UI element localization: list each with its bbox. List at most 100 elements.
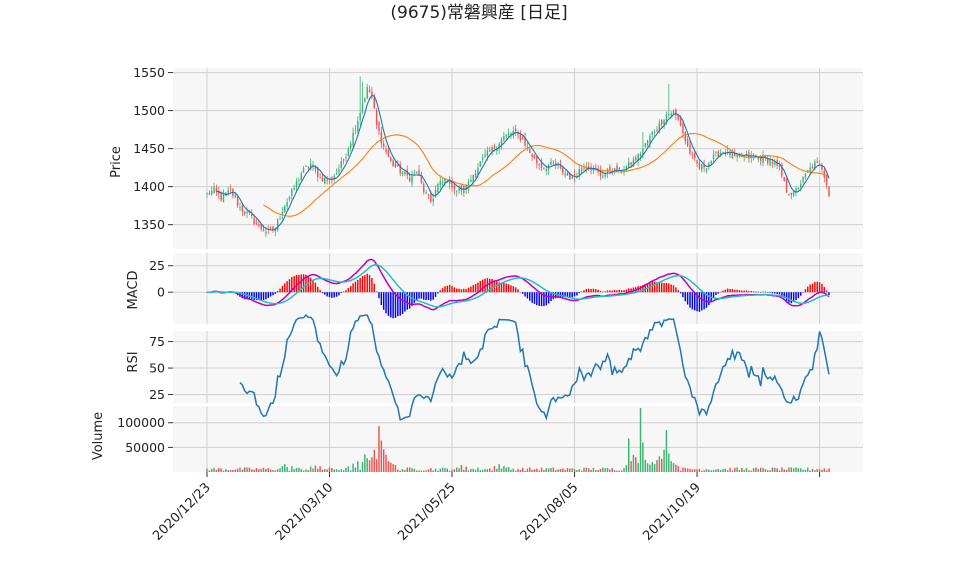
volume-bar — [491, 470, 493, 472]
candle-body — [771, 162, 774, 164]
volume-bar — [463, 469, 465, 472]
macd-histogram-bar — [679, 292, 682, 294]
volume-bar — [380, 440, 383, 472]
candle-body — [453, 185, 456, 190]
macd-histogram-bar — [696, 292, 698, 312]
candle-body — [458, 187, 460, 191]
macd-histogram-bar — [507, 284, 510, 293]
macd-histogram-bar — [623, 290, 625, 293]
rsi-tick-label: 50 — [149, 361, 165, 376]
macd-histogram-bar — [590, 289, 592, 293]
macd-panel — [173, 253, 863, 324]
macd-histogram-bar — [505, 283, 507, 293]
volume-bar — [637, 463, 639, 472]
volume-bar — [408, 467, 411, 472]
candle-body — [679, 118, 682, 126]
volume-bar — [387, 461, 390, 472]
candle-body — [642, 148, 644, 156]
volume-bar — [717, 469, 719, 472]
volume-bar — [705, 469, 708, 472]
macd-histogram-bar — [463, 288, 465, 293]
volume-bar — [788, 467, 790, 472]
candle-body — [491, 146, 493, 153]
macd-histogram-bar — [526, 292, 529, 299]
volume-bar — [736, 467, 738, 472]
macd-histogram-bar — [545, 292, 548, 306]
volume-bar — [731, 470, 734, 472]
candle-body — [463, 186, 465, 193]
candle-body — [500, 139, 503, 145]
candle-body — [778, 165, 781, 167]
candle-body — [302, 168, 305, 173]
macd-histogram-bar — [804, 289, 807, 293]
volume-panel — [173, 406, 863, 472]
macd-histogram-bar — [630, 288, 632, 293]
candle-body — [571, 176, 573, 179]
candle-body — [823, 170, 826, 178]
macd-histogram-bar — [352, 283, 354, 293]
volume-bar — [441, 467, 444, 472]
candle-body — [281, 211, 284, 216]
volume-bar — [394, 465, 397, 472]
rsi-tick-label: 25 — [149, 387, 165, 402]
candle-body — [255, 223, 258, 225]
macd-histogram-bar — [807, 286, 809, 293]
volume-bar — [397, 469, 399, 472]
volume-bar — [628, 438, 630, 472]
ma-short-line — [216, 94, 830, 231]
volume-bar — [592, 467, 595, 472]
candle-body — [526, 146, 529, 148]
candle-body — [719, 152, 722, 156]
macd-histogram-bar — [382, 292, 385, 310]
volume-bar — [413, 468, 416, 472]
macd-histogram-bar — [792, 292, 795, 303]
candle-body — [265, 231, 267, 234]
candle-body — [781, 164, 783, 177]
volume-bars — [206, 407, 830, 472]
macd-histogram-bar — [314, 282, 317, 293]
volume-bar — [712, 470, 715, 472]
volume-bar — [255, 468, 258, 472]
volume-bar — [649, 464, 651, 472]
candle-body — [488, 150, 491, 152]
candle-body — [503, 136, 505, 141]
volume-bar — [302, 470, 305, 472]
candle-body — [583, 168, 585, 170]
macd-histogram-bar — [321, 292, 324, 294]
volume-bar — [479, 470, 482, 472]
macd-histogram-bar — [514, 287, 517, 293]
volume-bar — [406, 467, 408, 472]
macd-histogram-bar — [743, 290, 745, 293]
volume-bar — [415, 470, 418, 472]
candle-body — [750, 155, 752, 159]
macd-histogram-bar — [434, 292, 437, 297]
candle-body — [533, 154, 536, 158]
macd-histogram-bar — [701, 292, 703, 311]
candle-body — [286, 201, 288, 207]
macd-histogram-bar — [460, 289, 463, 293]
candle-body — [670, 113, 672, 116]
volume-bar — [635, 457, 637, 472]
volume-bar — [498, 464, 500, 472]
price-tick-label: 1550 — [133, 65, 165, 80]
candle-body — [554, 162, 557, 166]
candle-body — [347, 149, 350, 157]
macd-histogram-bar — [498, 282, 500, 293]
volume-bar — [305, 469, 307, 472]
macd-histogram-bar — [267, 292, 269, 298]
volume-bar — [606, 467, 609, 472]
candle-body — [814, 161, 816, 169]
macd-histogram-bar — [797, 292, 800, 299]
candle-body — [599, 169, 602, 177]
candle-body — [456, 190, 458, 192]
volume-bar — [543, 469, 545, 472]
candle-body — [251, 213, 253, 217]
candle-body — [305, 166, 307, 168]
macd-histogram-bar — [456, 288, 458, 293]
macd-histogram-bar — [519, 292, 522, 293]
macd-histogram-bar — [420, 292, 423, 299]
candle-body — [390, 157, 392, 162]
macd-histogram-bar — [444, 286, 446, 293]
macd-histogram-bar — [639, 285, 642, 293]
volume-bar — [512, 468, 515, 472]
